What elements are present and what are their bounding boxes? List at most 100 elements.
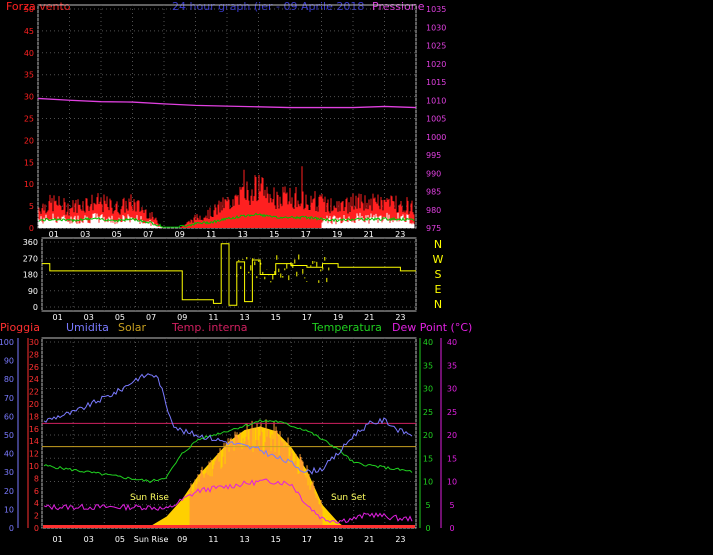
- wind-direction-noise: [236, 254, 330, 283]
- top-left-tick: 15: [24, 158, 34, 167]
- wind-direction-line: [42, 243, 416, 306]
- top-right-tick: 1005: [426, 115, 446, 124]
- top-left-tick: 45: [24, 27, 34, 36]
- top-right-tick: 990: [426, 169, 441, 178]
- dewpoint-line: [43, 478, 413, 524]
- sunrise-label: Sun Rise: [130, 493, 169, 503]
- top-left-tick: 20: [24, 136, 34, 145]
- mid-x-tick: 17: [302, 313, 312, 322]
- wind-avg-bars: [38, 212, 415, 228]
- bottom-x-tick: 15: [271, 535, 281, 544]
- rain-tick: 12: [29, 450, 39, 459]
- mid-x-tick: 19: [333, 313, 343, 322]
- mid-x-tick: 21: [364, 313, 374, 322]
- temperature-tick: 25: [423, 408, 433, 417]
- mid-left-tick: 180: [23, 271, 38, 280]
- dewpoint-tick: 30: [447, 385, 457, 394]
- mid-x-tick: 05: [115, 313, 125, 322]
- dewpoint-tick: 25: [447, 408, 457, 417]
- top-left-tick: 30: [24, 93, 34, 102]
- top-x-tick: 09: [175, 230, 185, 239]
- dewpoint-tick: 35: [447, 361, 457, 370]
- humidity-line: [43, 373, 413, 475]
- compass-label: E: [435, 283, 442, 296]
- temperature-tick: 15: [423, 454, 433, 463]
- mid-left-tick: 90: [28, 287, 38, 296]
- top-left-tick: 40: [24, 49, 34, 58]
- humidity-tick: 20: [4, 487, 14, 496]
- bottom-x-tick: 19: [333, 535, 343, 544]
- temperature-tick: 20: [423, 431, 433, 440]
- rain-tick: 20: [29, 400, 39, 409]
- top-x-tick: 23: [395, 230, 405, 239]
- temperature-tick: 40: [423, 338, 433, 347]
- top-left-tick: 0: [29, 224, 34, 233]
- mid-x-tick: 11: [208, 313, 218, 322]
- top-right-tick: 1015: [426, 78, 446, 87]
- bottom-x-tick: 09: [177, 535, 187, 544]
- top-x-tick: 03: [80, 230, 90, 239]
- mid-x-tick: 01: [52, 313, 62, 322]
- mid-x-tick: 23: [395, 313, 405, 322]
- legend-temp-internal: Temp. interna: [171, 321, 247, 334]
- top-x-tick: 15: [269, 230, 279, 239]
- top-x-tick: 17: [301, 230, 311, 239]
- top-left-tick: 5: [29, 202, 34, 211]
- mid-left-tick: 360: [23, 238, 38, 247]
- humidity-tick: 100: [0, 338, 14, 347]
- mid-x-tick: 03: [84, 313, 94, 322]
- temperature-tick: 0: [425, 524, 430, 533]
- top-right-tick: 985: [426, 188, 441, 197]
- top-x-tick: 13: [238, 230, 248, 239]
- dewpoint-tick: 40: [447, 338, 457, 347]
- temperature-tick: 35: [423, 361, 433, 370]
- top-left-tick: 10: [24, 180, 34, 189]
- chart-title: 24 hour graph (ier - 09 Aprile 2018: [172, 0, 364, 13]
- top-x-tick: 05: [112, 230, 122, 239]
- top-x-tick: 07: [143, 230, 153, 239]
- legend-humidity: Umidita: [66, 321, 109, 334]
- temperature-tick: 30: [423, 385, 433, 394]
- bottom-x-tick: 23: [395, 535, 405, 544]
- compass-label: N: [434, 298, 442, 311]
- bottom-x-tick: 21: [364, 535, 374, 544]
- rain-tick: 16: [29, 425, 39, 434]
- dewpoint-tick: 5: [449, 501, 454, 510]
- compass-label: N: [434, 238, 442, 251]
- temperature-line: [43, 419, 413, 484]
- right-axis-label-pressure: Pressione: [372, 0, 425, 13]
- dewpoint-tick: 0: [449, 524, 454, 533]
- mid-x-tick: 07: [146, 313, 156, 322]
- dewpoint-tick: 10: [447, 478, 457, 487]
- humidity-tick: 0: [9, 524, 14, 533]
- rain-tick: 28: [29, 350, 39, 359]
- rain-tick: 30: [29, 338, 39, 347]
- mid-left-tick: 0: [33, 303, 38, 312]
- temperature-tick: 10: [423, 478, 433, 487]
- humidity-tick: 80: [4, 375, 14, 384]
- mid-x-tick: 15: [271, 313, 281, 322]
- legend-temperature: Temperatura: [311, 321, 382, 334]
- top-x-tick: 11: [206, 230, 216, 239]
- rain-tick: 24: [29, 375, 39, 384]
- top-right-tick: 1010: [426, 96, 446, 105]
- legend-dewpoint: Dew Point (°C): [392, 321, 472, 334]
- top-x-tick: 19: [332, 230, 342, 239]
- bottom-x-tick: Sun Rise: [134, 535, 169, 544]
- rain-tick: 8: [34, 474, 39, 483]
- rain-tick: 22: [29, 388, 39, 397]
- temperature-tick: 5: [425, 501, 430, 510]
- humidity-tick: 30: [4, 468, 14, 477]
- wind-avg-line: [38, 212, 415, 229]
- bottom-x-tick: 03: [84, 535, 94, 544]
- rain-tick: 0: [34, 524, 39, 533]
- humidity-tick: 90: [4, 357, 14, 366]
- dewpoint-tick: 15: [447, 454, 457, 463]
- rain-tick: 6: [34, 487, 39, 496]
- fill-layer: [43, 419, 415, 528]
- top-right-tick: 1030: [426, 23, 446, 32]
- bottom-x-tick: 13: [239, 535, 249, 544]
- top-right-tick: 975: [426, 224, 441, 233]
- top-right-tick: 1025: [426, 42, 446, 51]
- mid-x-tick: 09: [177, 313, 187, 322]
